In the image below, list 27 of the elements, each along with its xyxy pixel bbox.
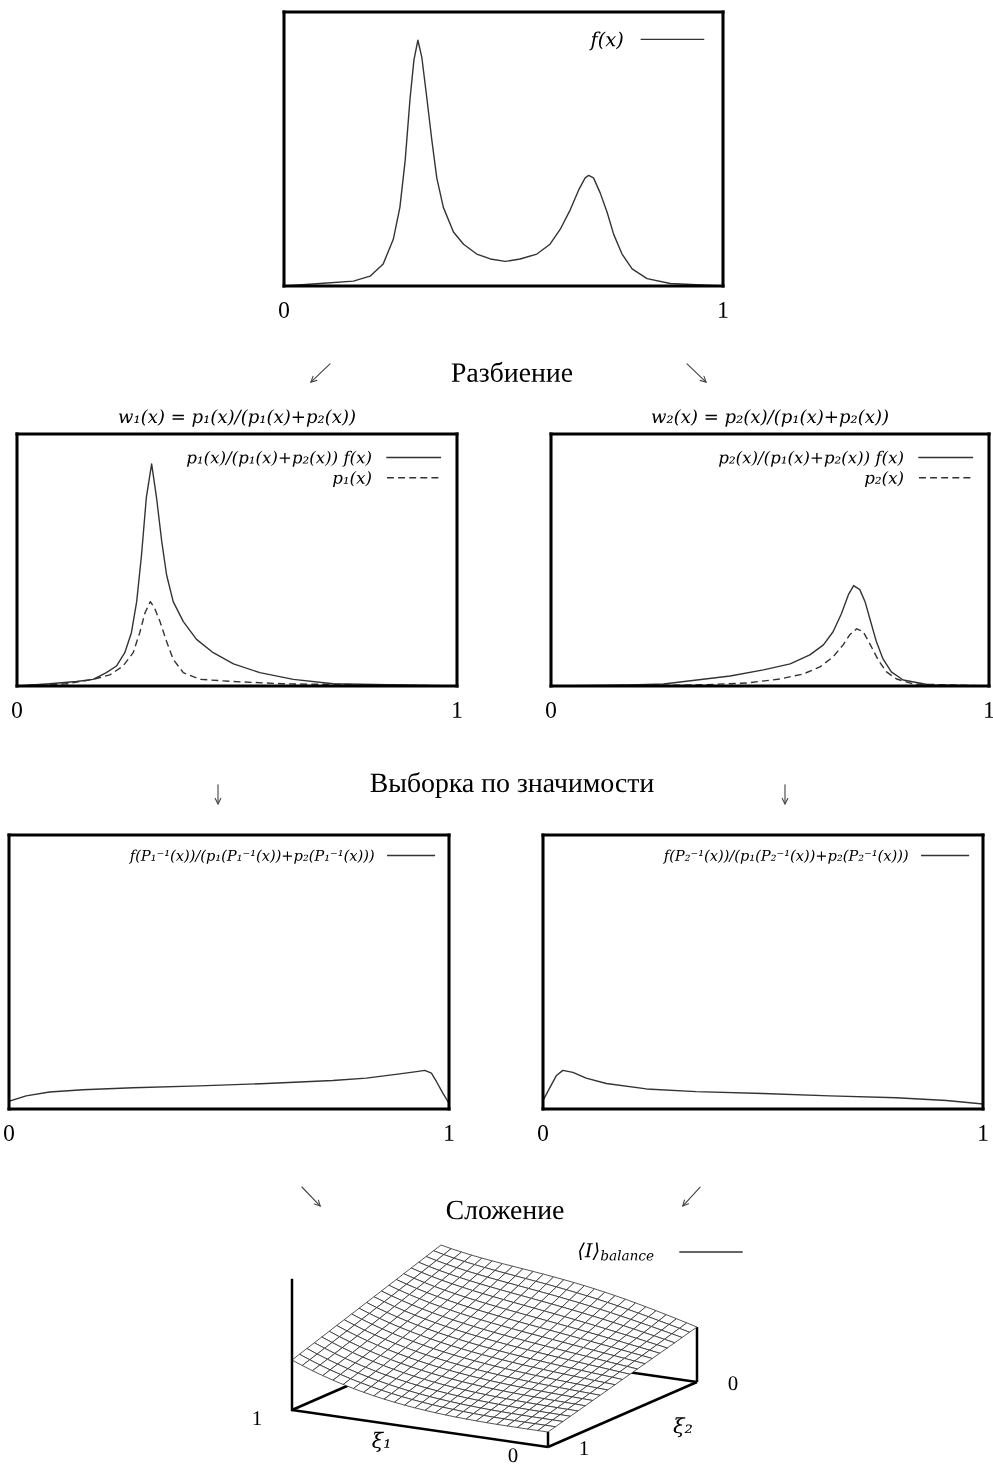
x-tick-label: 0 [538, 1124, 548, 1141]
chart-title: w₁(x) = p₁(x)/(p₁(x)+p₂(x)) [118, 409, 355, 427]
legend-label: p₁(x)/(p₁(x)+p₂(x)) f(x) [186, 450, 371, 467]
legend-label: f(P₂⁻¹(x))/(p₁(P₂⁻¹(x))+p₂(P₂⁻¹(x))) [662, 849, 908, 864]
text: 1 [253, 1411, 261, 1426]
legend-label: f(P₁⁻¹(x))/(p₁(P₁⁻¹(x))+p₂(P₁⁻¹(x))) [128, 849, 374, 864]
text: Разбиение [451, 361, 573, 382]
legend-label: p₂(x) [864, 470, 903, 488]
x-tick-label: 0 [546, 701, 556, 718]
x-tick-label: 0 [4, 1124, 14, 1141]
legend-label: f(x) [589, 31, 623, 51]
x-tick-label: 0 [12, 701, 22, 718]
x-tick-label: 1 [453, 702, 462, 718]
text: 0 [728, 1376, 738, 1391]
x-tick-label: 1 [445, 1125, 454, 1141]
text: 1 [580, 1441, 588, 1456]
text: 0 [508, 1448, 518, 1463]
text: ⟨I⟩$_{balance}$ [579, 1242, 654, 1261]
legend-label: p₁(x) [332, 470, 371, 488]
text: Сложение [446, 1200, 564, 1220]
text: Выборка по значимости [370, 772, 654, 798]
text: ξ₁ [372, 1431, 390, 1453]
text: ξ₂ [673, 1417, 692, 1438]
x-tick-label: 1 [979, 1125, 988, 1141]
chart-title: w₂(x) = p₂(x)/(p₁(x)+p₂(x)) [651, 409, 888, 427]
x-tick-label: 1 [985, 702, 993, 718]
legend-label: p₂(x)/(p₁(x)+p₂(x)) f(x) [718, 450, 903, 467]
